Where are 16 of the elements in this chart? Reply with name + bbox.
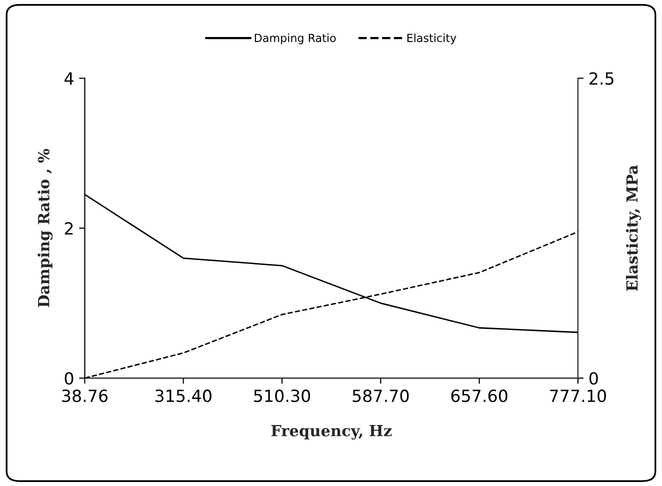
x-tick-label: 38.76 bbox=[62, 390, 108, 402]
y-tick-label: 0 bbox=[64, 372, 74, 385]
y-tick-label: 4 bbox=[64, 72, 74, 85]
y-axis-title: Damping Ratio , % bbox=[38, 148, 53, 308]
y-tick-label: 2 bbox=[64, 222, 73, 235]
x-tick-label: 777.10 bbox=[550, 390, 606, 402]
legend-label: Elasticity bbox=[407, 34, 456, 44]
y2-tick-label: 0 bbox=[589, 372, 598, 385]
y2-tick-label: 2.5 bbox=[590, 72, 614, 85]
legend-label: Damping Ratio bbox=[254, 34, 336, 44]
x-tick-label: 315.40 bbox=[155, 390, 212, 402]
x-axis-title: Frequency, Hz bbox=[271, 425, 392, 440]
x-tick-label: 657.60 bbox=[451, 390, 508, 402]
x-tick-label: 587.70 bbox=[352, 390, 409, 402]
y2-axis-title: Elasticity, MPa bbox=[626, 165, 641, 291]
x-tick-label: 510.30 bbox=[254, 390, 310, 402]
